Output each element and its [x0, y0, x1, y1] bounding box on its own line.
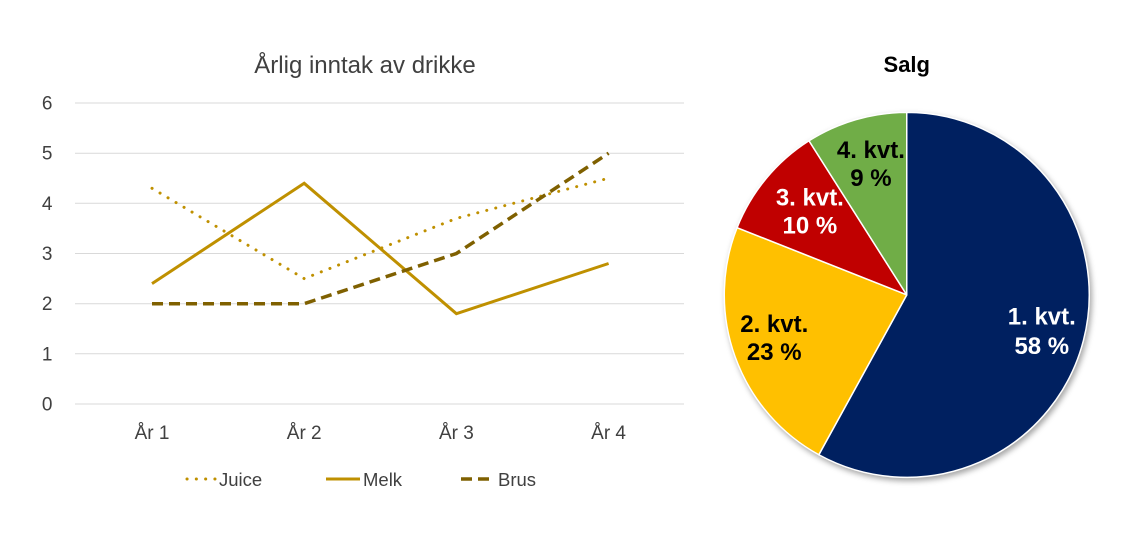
svg-text:4: 4: [42, 194, 53, 215]
svg-text:4. kvt.: 4. kvt.: [837, 137, 905, 164]
svg-text:6: 6: [42, 94, 53, 115]
svg-text:Melk: Melk: [363, 469, 403, 490]
svg-text:1: 1: [42, 344, 53, 365]
svg-text:9 %: 9 %: [850, 165, 891, 192]
svg-text:År 2: År 2: [287, 423, 322, 444]
svg-text:Årlig inntak av drikke: Årlig inntak av drikke: [254, 51, 475, 79]
svg-text:5: 5: [42, 144, 53, 165]
svg-text:År 3: År 3: [439, 423, 474, 444]
svg-text:Juice: Juice: [219, 469, 262, 490]
svg-text:3: 3: [42, 244, 53, 265]
svg-text:Brus: Brus: [498, 469, 536, 490]
svg-text:58 %: 58 %: [1014, 333, 1069, 360]
svg-text:0: 0: [42, 395, 53, 416]
svg-text:3. kvt.: 3. kvt.: [776, 185, 844, 212]
svg-text:10 %: 10 %: [782, 213, 837, 240]
svg-text:23 %: 23 %: [747, 339, 802, 366]
svg-text:1. kvt.: 1. kvt.: [1008, 304, 1076, 331]
svg-text:År 4: År 4: [591, 423, 626, 444]
svg-text:År 1: År 1: [135, 423, 170, 444]
svg-text:2. kvt.: 2. kvt.: [740, 311, 808, 338]
svg-text:Salg: Salg: [884, 52, 930, 77]
svg-text:2: 2: [42, 294, 53, 315]
